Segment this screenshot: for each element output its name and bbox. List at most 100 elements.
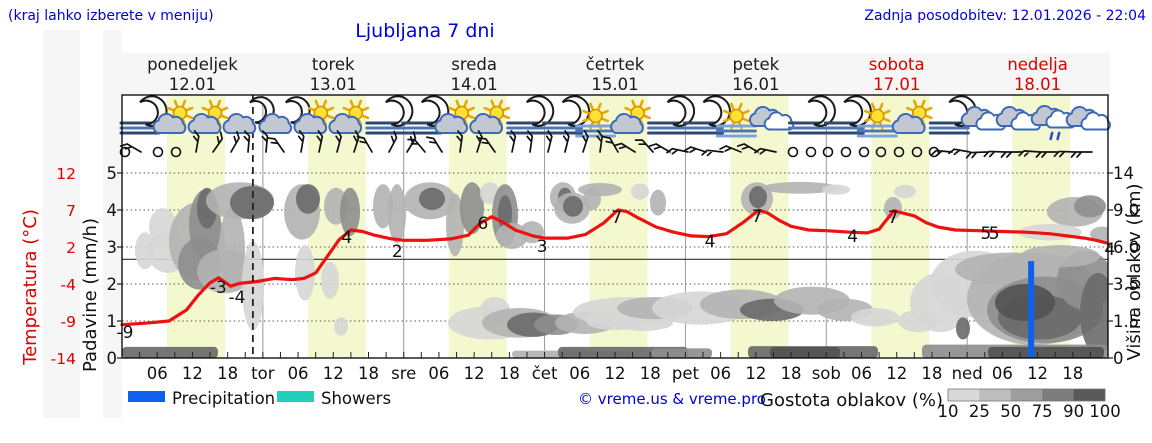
cloud-blob (631, 183, 649, 200)
wind-barb-icon (456, 130, 464, 153)
x-tick-label: 18 (358, 364, 379, 383)
copyright-link[interactable]: © vreme.us & vreme.pro (578, 390, 766, 408)
cloud-blob (650, 189, 666, 216)
cloud-blob (296, 184, 320, 214)
cloud-base-strip (988, 346, 1104, 358)
page-title: Ljubljana 7 dni (355, 20, 495, 42)
wind-barb-icon (509, 130, 517, 153)
x-tick-label: sob (812, 364, 841, 383)
precipitation-swatch (128, 391, 165, 402)
wind-barb-icon (1070, 151, 1093, 158)
cloud-blob (1020, 245, 1100, 268)
wind-barb-icon (582, 130, 589, 153)
day-date: 16.01 (732, 75, 779, 94)
temperature-value-label: 4 (341, 228, 352, 248)
colorbar-label: 75 (1032, 402, 1053, 421)
cloud-height-tick-label: 6.0 (1113, 238, 1139, 257)
cloud-blob (230, 185, 274, 220)
x-tick-label: sre (391, 364, 416, 383)
cloud-blob (496, 222, 528, 249)
day-name: nedelja (1007, 55, 1068, 74)
wind-barb-icon (648, 143, 671, 153)
wind-barb-icon (297, 130, 305, 153)
wind-calm-icon (170, 146, 182, 158)
cloud-height-tick-label: 14 (1113, 164, 1134, 183)
x-tick-label: 06 (569, 364, 590, 383)
temperature-value-label: 7 (888, 208, 899, 228)
colorbar-frame (947, 388, 1106, 402)
wind-calm-icon (911, 146, 923, 158)
x-tick-label: pet (672, 364, 700, 383)
colorbar-segment (948, 389, 980, 401)
x-tick-label: 18 (781, 364, 802, 383)
wind-barb-icon (356, 135, 373, 153)
cloud-blob (373, 184, 393, 229)
temp-tick-label: 2 (66, 239, 76, 257)
weather-icons-row (119, 95, 1111, 141)
weather-icon-moon-fog (506, 95, 555, 135)
wind-calm-icon (893, 146, 905, 158)
weather-icon-moon-fog (647, 95, 696, 135)
cloud-blob (956, 317, 970, 340)
x-tick-label: 12 (886, 364, 907, 383)
wind-barb-icon (965, 151, 988, 159)
wind-barb-icon (261, 130, 269, 153)
wind-calm-icon (152, 146, 164, 158)
x-tick-label: 06 (428, 364, 449, 383)
wind-calm-icon (928, 146, 940, 158)
day-name: četrtek (586, 55, 645, 74)
cloud-blob (219, 208, 245, 290)
temp-tick-label: 7 (66, 202, 76, 220)
wind-calm-icon (840, 146, 852, 158)
cloud-blob (578, 182, 622, 197)
colorbar-label: 100 (1089, 402, 1121, 421)
x-tick-label: 12 (1027, 364, 1048, 383)
precipitation-axis-title: Padavine (mm/h) (80, 218, 101, 372)
temperature-value-label: 7 (611, 208, 622, 228)
wind-barb-icon (562, 130, 570, 153)
cloud-blob (446, 193, 464, 257)
wind-barb-icon (634, 139, 654, 153)
weather-icon-moon-fog (787, 95, 836, 135)
precip-tick-label: 5 (107, 164, 118, 183)
cloud-base-strip (770, 346, 840, 358)
wind-barbs-row (119, 130, 1093, 159)
wind-barb-icon (701, 149, 724, 157)
last-update-text: Zadnja posodobitev: 12.01.2026 - 22:04 (864, 8, 1146, 24)
temperature-value-label: 4 (705, 232, 716, 252)
weather-icon-moon-fog (365, 95, 414, 135)
legend: Precipitation Showers © vreme.us & vreme.p… (128, 388, 1121, 421)
wind-barb-icon (1018, 150, 1041, 157)
showers-label: Showers (321, 389, 391, 408)
wind-calm-icon (858, 146, 870, 158)
temperature-value-label: 4 (847, 227, 858, 247)
wind-calm-icon (805, 146, 817, 158)
colorbar-segment (1073, 389, 1106, 401)
temp-tick-label: 12 (56, 165, 76, 183)
day-name: torek (312, 55, 355, 74)
colorbar-segment (1042, 389, 1075, 401)
x-tick-label: 06 (147, 364, 168, 383)
temperature-value-label: 5 (981, 224, 992, 244)
precip-tick-label: 2 (107, 275, 118, 294)
cloud-blob (995, 284, 1055, 321)
x-tick-label: 18 (921, 364, 942, 383)
weather-icon-sun-cloud (891, 99, 933, 134)
cloud-height-axis-title: Višina oblakov (km) (1124, 183, 1145, 360)
weather-icon-cloud (1065, 105, 1111, 131)
wind-calm-icon (787, 146, 799, 158)
cloud-height-tick-label: 9.0 (1113, 201, 1139, 220)
wind-barb-icon (407, 138, 426, 153)
x-tick-label: ned (952, 364, 983, 383)
day-date: 14.01 (451, 75, 498, 94)
x-tick-label: 18 (217, 364, 238, 383)
x-tick-label: 18 (640, 364, 661, 383)
cloud-blob (894, 184, 916, 199)
wind-barb-icon (930, 149, 953, 157)
wind-barb-icon (754, 147, 777, 155)
temp-tick-label: -14 (51, 350, 76, 368)
wind-calm-icon (119, 146, 131, 158)
cloud-height-tick-label: 0 (1113, 349, 1124, 368)
temperature-curve (120, 208, 1110, 327)
